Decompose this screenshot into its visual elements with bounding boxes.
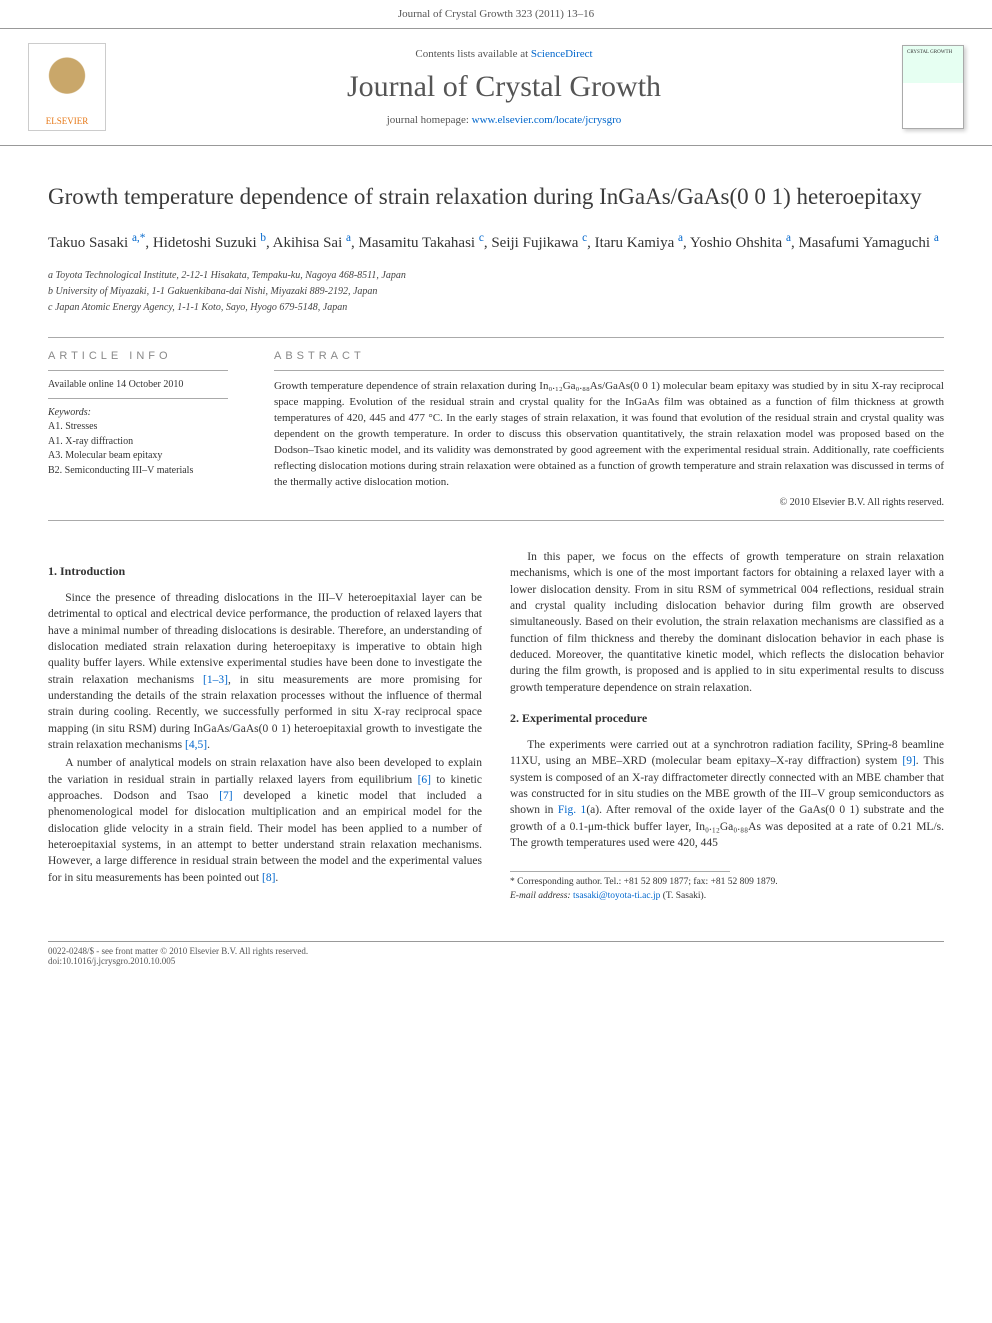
footnote-divider <box>510 871 730 872</box>
affiliation-c: c Japan Atomic Energy Agency, 1-1-1 Koto… <box>48 300 944 315</box>
abstract-copyright: © 2010 Elsevier B.V. All rights reserved… <box>274 497 944 508</box>
sec2-para1: The experiments were carried out at a sy… <box>510 737 944 851</box>
journal-title: Journal of Crystal Growth <box>106 70 902 104</box>
journal-cover-thumbnail: CRYSTAL GROWTH <box>902 45 964 129</box>
homepage-link[interactable]: www.elsevier.com/locate/jcrysgro <box>472 114 622 126</box>
ref-link-6[interactable]: [6] <box>418 774 431 786</box>
corr-author-line: * Corresponding author. Tel.: +81 52 809… <box>510 876 944 889</box>
keyword-4: B2. Semiconducting III–V materials <box>48 464 242 479</box>
cover-label: CRYSTAL GROWTH <box>907 50 952 56</box>
section-1-heading: 1. Introduction <box>48 563 482 580</box>
keywords-label: Keywords: <box>48 407 242 418</box>
masthead-center: Contents lists available at ScienceDirec… <box>106 48 902 126</box>
elsevier-tree-icon <box>42 56 92 112</box>
fig-link-1[interactable]: Fig. 1 <box>558 804 586 816</box>
ref-link-8[interactable]: [8] <box>262 872 275 884</box>
affiliations: a Toyota Technological Institute, 2-12-1… <box>48 268 944 315</box>
corr-email-link[interactable]: tsasaki@toyota-ti.ac.jp <box>573 891 660 901</box>
journal-citation-header: Journal of Crystal Growth 323 (2011) 13–… <box>0 0 992 28</box>
sciencedirect-link[interactable]: ScienceDirect <box>531 48 593 60</box>
abstract-divider <box>274 370 944 371</box>
affiliation-a: a Toyota Technological Institute, 2-12-1… <box>48 268 944 283</box>
article-info-heading: ARTICLE INFO <box>48 350 242 362</box>
masthead: ELSEVIER Contents lists available at Sci… <box>0 28 992 146</box>
ref-link-7[interactable]: [7] <box>219 790 232 802</box>
info-abstract-block: ARTICLE INFO Available online 14 October… <box>48 337 944 521</box>
homepage-line: journal homepage: www.elsevier.com/locat… <box>106 114 902 126</box>
citation-text: Journal of Crystal Growth 323 (2011) 13–… <box>398 8 594 20</box>
sec1-para3: In this paper, we focus on the effects o… <box>510 549 944 696</box>
corresponding-author-footnote: * Corresponding author. Tel.: +81 52 809… <box>510 876 944 903</box>
keyword-3: A3. Molecular beam epitaxy <box>48 449 242 464</box>
abstract-column: ABSTRACT Growth temperature dependence o… <box>258 338 944 520</box>
page-footer: 0022-0248/$ - see front matter © 2010 El… <box>48 941 944 966</box>
ref-link-9[interactable]: [9] <box>902 755 915 767</box>
article-title: Growth temperature dependence of strain … <box>48 182 944 212</box>
keyword-1: A1. Stresses <box>48 420 242 435</box>
footer-left: 0022-0248/$ - see front matter © 2010 El… <box>48 946 308 966</box>
article-body: 1. Introduction Since the presence of th… <box>48 549 944 903</box>
online-date: Available online 14 October 2010 <box>48 379 242 390</box>
info-divider <box>48 370 228 371</box>
corr-email-line: E-mail address: tsasaki@toyota-ti.ac.jp … <box>510 890 944 903</box>
publisher-name: ELSEVIER <box>46 116 89 126</box>
abstract-text: Growth temperature dependence of strain … <box>274 379 944 491</box>
contents-line: Contents lists available at ScienceDirec… <box>106 48 902 60</box>
abstract-heading: ABSTRACT <box>274 350 944 362</box>
author-list: Takuo Sasaki a,*, Hidetoshi Suzuki b, Ak… <box>48 230 944 255</box>
ref-link-1-3[interactable]: [1–3] <box>203 674 228 686</box>
article-region: Growth temperature dependence of strain … <box>0 146 992 927</box>
homepage-prefix: journal homepage: <box>387 114 472 126</box>
footer-doi: doi:10.1016/j.jcrysgro.2010.10.005 <box>48 956 308 966</box>
section-2-heading: 2. Experimental procedure <box>510 710 944 727</box>
elsevier-logo: ELSEVIER <box>28 43 106 131</box>
keyword-2: A1. X-ray diffraction <box>48 435 242 450</box>
ref-link-4-5[interactable]: [4,5] <box>185 739 207 751</box>
sec1-para1: Since the presence of threading dislocat… <box>48 590 482 753</box>
sec1-para2: A number of analytical models on strain … <box>48 755 482 886</box>
info-divider-2 <box>48 398 228 399</box>
contents-prefix: Contents lists available at <box>415 48 530 60</box>
article-info-column: ARTICLE INFO Available online 14 October… <box>48 338 258 520</box>
affiliation-b: b University of Miyazaki, 1-1 Gakuenkiba… <box>48 284 944 299</box>
